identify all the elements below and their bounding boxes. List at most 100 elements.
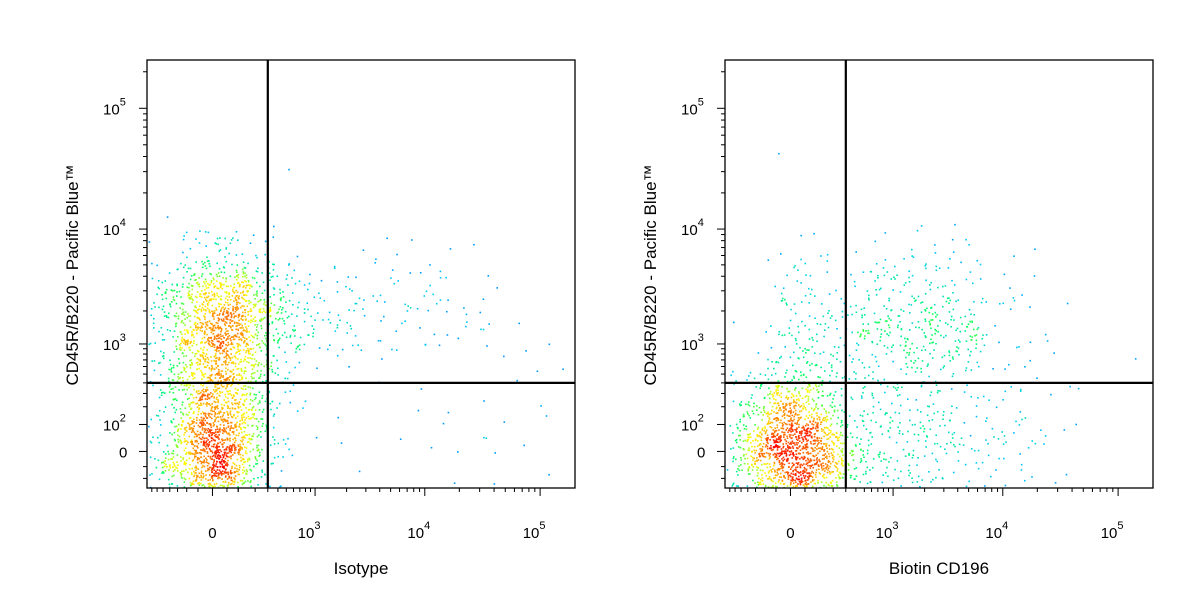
event-dot	[163, 462, 166, 465]
event-dot	[774, 482, 777, 484]
event-dot	[735, 485, 738, 487]
event-dot	[861, 314, 863, 317]
event-dot	[234, 467, 236, 469]
event-dot	[789, 468, 792, 470]
event-dot	[823, 426, 826, 429]
event-dot	[243, 340, 246, 342]
event-dot	[170, 367, 173, 369]
event-dot	[243, 399, 246, 402]
y-tick-label: 105	[103, 96, 126, 118]
event-dot	[924, 335, 927, 337]
event-dot	[191, 293, 193, 296]
event-dot	[785, 440, 788, 442]
event-dot	[223, 356, 226, 359]
event-dot	[292, 304, 294, 306]
event-dot	[189, 349, 191, 351]
event-dot	[1004, 368, 1006, 370]
event-dot	[284, 391, 287, 393]
event-dot	[815, 454, 818, 456]
event-dot	[466, 321, 468, 323]
event-dot	[215, 398, 218, 400]
event-dot	[824, 416, 827, 419]
event-dot	[767, 452, 770, 455]
event-dot	[209, 423, 212, 425]
event-dot	[246, 470, 248, 473]
event-dot	[190, 439, 193, 442]
event-dot	[439, 299, 442, 301]
event-dot	[226, 344, 229, 347]
event-dot	[184, 364, 187, 366]
event-dot	[205, 341, 208, 343]
event-dot	[262, 422, 264, 425]
event-dot	[172, 392, 175, 394]
event-dot	[235, 399, 237, 401]
event-dot	[899, 321, 901, 323]
event-dot	[798, 431, 801, 433]
event-dot	[213, 368, 216, 370]
event-dot	[250, 334, 253, 337]
event-dot	[272, 415, 275, 417]
event-dot	[1002, 399, 1004, 401]
event-dot	[786, 414, 788, 417]
event-dot	[960, 261, 962, 264]
event-dot	[812, 409, 815, 412]
event-dot	[242, 291, 244, 294]
event-dot	[210, 484, 212, 487]
event-dot	[776, 412, 779, 414]
event-dot	[165, 288, 168, 291]
event-dot	[799, 410, 801, 413]
event-dot	[869, 469, 871, 471]
event-dot	[482, 298, 485, 300]
event-dot	[773, 435, 776, 438]
event-dot	[200, 476, 203, 479]
event-dot	[748, 466, 751, 469]
event-dot	[796, 422, 799, 424]
event-dot	[182, 238, 185, 241]
event-dot	[184, 324, 186, 326]
event-dot	[195, 422, 198, 424]
event-dot	[446, 334, 449, 336]
event-dot	[909, 409, 911, 411]
event-dot	[244, 422, 247, 424]
event-dot	[258, 400, 261, 402]
event-dot	[381, 358, 383, 360]
event-dot	[237, 470, 239, 473]
event-dot	[244, 287, 247, 289]
event-dot	[900, 470, 902, 473]
event-dot	[187, 313, 189, 315]
event-dot	[232, 290, 234, 293]
event-dot	[172, 364, 175, 367]
event-dot	[762, 442, 765, 445]
event-dot	[244, 359, 246, 361]
event-dot	[268, 260, 270, 263]
event-dot	[158, 306, 160, 309]
event-dot	[210, 331, 213, 334]
event-dot	[362, 249, 365, 251]
event-dot	[228, 357, 231, 359]
event-dot	[206, 452, 209, 454]
event-dot	[181, 389, 184, 391]
event-dot	[767, 411, 769, 413]
event-dot	[180, 475, 183, 477]
event-dot	[894, 387, 897, 390]
event-dot	[420, 388, 423, 390]
event-dot	[202, 402, 205, 405]
event-dot	[973, 301, 975, 303]
event-dot	[871, 340, 873, 343]
event-dot	[916, 409, 919, 411]
event-dot	[175, 325, 177, 328]
event-dot	[830, 417, 832, 420]
event-dot	[206, 395, 209, 397]
event-dot	[829, 404, 832, 407]
event-dot	[197, 399, 200, 402]
event-dot	[783, 334, 786, 336]
event-dot	[291, 277, 293, 279]
event-dot	[195, 433, 197, 435]
event-dot	[217, 400, 219, 403]
event-dot	[759, 373, 762, 375]
event-dot	[836, 439, 839, 442]
event-dot	[800, 371, 802, 373]
event-dot	[861, 415, 864, 417]
event-dot	[936, 460, 938, 463]
